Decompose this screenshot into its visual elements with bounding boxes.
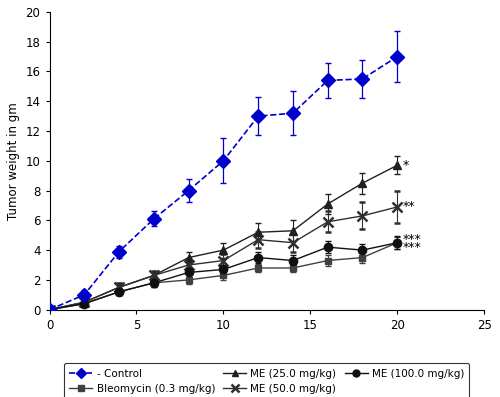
Y-axis label: Tumor weight in gm: Tumor weight in gm (7, 102, 20, 220)
Text: *: * (402, 159, 408, 172)
Text: **: ** (402, 200, 415, 214)
Text: ***: *** (402, 241, 421, 254)
Legend: - Control, Bleomycin (0.3 mg/kg), ME (25.0 mg/kg), ME (50.0 mg/kg), ME (100.0 mg: - Control, Bleomycin (0.3 mg/kg), ME (25… (64, 363, 469, 397)
Text: ***: *** (402, 233, 421, 246)
